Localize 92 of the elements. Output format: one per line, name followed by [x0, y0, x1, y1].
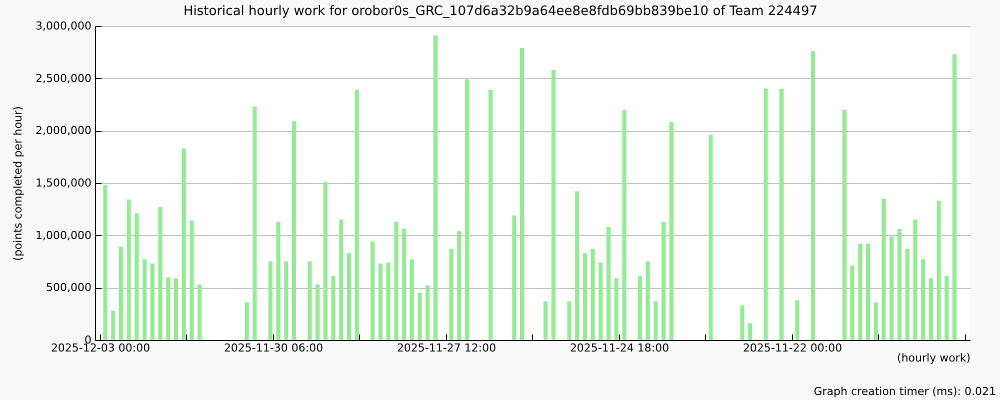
bar — [347, 253, 352, 340]
bar — [512, 215, 516, 340]
bar — [598, 262, 603, 340]
bar — [567, 301, 572, 340]
bar — [882, 198, 886, 340]
bar — [921, 259, 926, 340]
chart-title: Historical hourly work for orobor0s_GRC_107d6a32b9a64ee8e8fdb69bb839be10 of Team 224497 — [184, 4, 818, 19]
x-tick-label: 2025-11-22 00:00 — [742, 342, 842, 354]
bar — [850, 266, 854, 340]
bar — [244, 302, 249, 340]
bar — [292, 121, 296, 340]
bar — [410, 259, 414, 340]
bar — [103, 185, 108, 340]
bar — [126, 200, 131, 340]
x-tick-label: 2025-11-24 18:00 — [570, 342, 670, 354]
bar — [795, 300, 800, 340]
bar — [426, 286, 430, 340]
bar — [323, 182, 328, 340]
x-tick-label: 2025-11-27 12:00 — [396, 342, 496, 354]
bar — [551, 70, 556, 340]
bar — [858, 244, 862, 340]
bar — [780, 88, 784, 340]
bar — [134, 213, 139, 340]
bar — [638, 276, 642, 340]
bar — [905, 248, 910, 340]
text: Graph creation timer (ms): 0.021 — [814, 385, 996, 398]
bar — [842, 110, 846, 340]
bar — [669, 122, 674, 340]
bar — [378, 264, 382, 340]
y-tick-label: 500,000 — [46, 281, 92, 294]
bar — [182, 148, 186, 340]
bar — [952, 54, 957, 340]
bar — [158, 207, 162, 340]
bar — [740, 305, 744, 340]
bar — [936, 200, 941, 340]
bar — [457, 231, 462, 340]
x-tick-label: 2025-11-30 06:00 — [224, 342, 324, 354]
bar — [866, 244, 870, 340]
y-axis-title: (points completed per hour) — [12, 106, 25, 261]
bar — [111, 310, 116, 340]
bar — [646, 262, 650, 340]
bar — [590, 248, 595, 340]
bar — [764, 88, 768, 340]
bar — [166, 277, 170, 340]
y-tick-label: 3,000,000 — [36, 20, 92, 32]
bar — [662, 222, 666, 340]
bar — [402, 229, 406, 340]
bar — [544, 301, 548, 340]
bar — [190, 220, 194, 340]
bar — [928, 278, 933, 340]
bar — [268, 262, 272, 340]
bar — [418, 292, 422, 340]
bar — [198, 284, 202, 340]
bar — [708, 134, 713, 340]
bar — [284, 262, 288, 340]
bar — [331, 276, 336, 340]
bar — [464, 79, 469, 340]
bar — [386, 262, 390, 340]
bar — [897, 229, 902, 340]
y-tick-label: 1,000,000 — [36, 228, 92, 242]
bar — [654, 301, 658, 340]
bar — [488, 90, 493, 340]
bar — [622, 110, 626, 340]
bar — [252, 106, 257, 340]
bar — [118, 246, 123, 340]
bar — [394, 222, 398, 340]
bar — [354, 90, 359, 340]
bar — [174, 278, 178, 340]
bar — [449, 248, 454, 340]
bar — [944, 276, 949, 340]
bar — [370, 242, 375, 340]
bar — [520, 48, 524, 340]
bar — [308, 262, 312, 340]
bar — [810, 51, 815, 340]
y-tick-label: 2,000,000 — [36, 124, 92, 138]
bar — [434, 35, 438, 340]
bar — [606, 226, 611, 340]
bar — [874, 302, 878, 340]
bar — [748, 323, 752, 340]
bar — [142, 259, 147, 340]
y-tick-label: 1,500,000 — [36, 176, 92, 190]
bar — [614, 278, 618, 340]
bar — [339, 220, 344, 340]
bar — [276, 222, 280, 340]
bar — [890, 236, 894, 340]
y-tick-label: 2,500,000 — [36, 72, 92, 85]
bar — [913, 220, 918, 340]
bar — [582, 253, 587, 340]
x-axis-title: (hourly work) — [897, 352, 970, 364]
bar — [150, 264, 154, 340]
bar — [316, 284, 320, 340]
bar — [575, 191, 580, 340]
